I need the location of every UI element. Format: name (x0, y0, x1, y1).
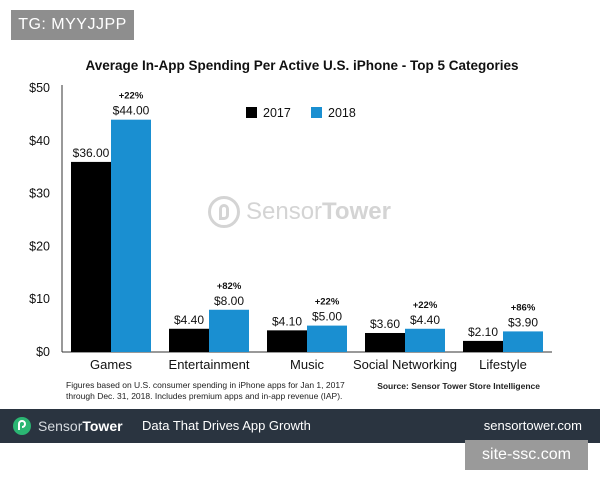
bar-value-label: $8.00 (214, 294, 244, 308)
x-category-label: Games (90, 357, 132, 372)
growth-label: +86% (511, 302, 536, 313)
bar-2018 (209, 309, 249, 352)
legend-swatch-2017 (246, 107, 257, 118)
footer-brand-part1: Sensor (38, 418, 83, 434)
bar-value-label: $44.00 (113, 104, 150, 118)
bar-value-label: $4.40 (410, 313, 440, 327)
bar-2018 (111, 119, 151, 353)
footnote-line: through Dec. 31, 2018. Includes premium … (66, 391, 342, 401)
chart-title: Average In-App Spending Per Active U.S. … (85, 58, 518, 73)
bar-2018 (405, 328, 445, 352)
bar-value-label: $4.10 (272, 314, 302, 328)
y-tick-label: $40 (29, 134, 50, 148)
legend-swatch-2018 (311, 107, 322, 118)
y-tick-label: $30 (29, 187, 50, 201)
y-tick-label: $0 (36, 345, 50, 359)
bar-value-label: $2.10 (468, 325, 498, 339)
source-note: Source: Sensor Tower Store Intelligence (377, 381, 540, 391)
bar-value-label: $5.00 (312, 310, 342, 324)
channel-tag: TG: MYYJJPP (11, 10, 134, 40)
footer-brand: SensorTower (38, 409, 123, 443)
growth-label: +22% (315, 297, 340, 308)
x-category-label: Entertainment (169, 357, 250, 372)
growth-label: +22% (119, 91, 144, 102)
x-category-label: Lifestyle (479, 357, 527, 372)
y-tick-label: $50 (29, 81, 50, 95)
bar-value-label: $3.60 (370, 317, 400, 331)
corner-watermark: site-ssc.com (465, 440, 588, 470)
bar-value-label: $36.00 (73, 146, 110, 160)
footnote-line: Figures based on U.S. consumer spending … (66, 380, 345, 390)
x-category-label: Social Networking (353, 357, 457, 372)
bar-2018 (307, 325, 347, 352)
y-tick-label: $10 (29, 292, 50, 306)
legend-label-2018: 2018 (328, 106, 356, 120)
bar-2017 (169, 328, 209, 352)
y-tick-label: $20 (29, 239, 50, 253)
footer-tagline: Data That Drives App Growth (142, 418, 311, 433)
footer-brand-part2: Tower (82, 418, 123, 434)
growth-label: +22% (413, 300, 438, 311)
growth-label: +82% (217, 281, 242, 292)
bar-2017 (365, 332, 405, 352)
bar-value-label: $3.90 (508, 315, 538, 329)
bar-value-label: $4.40 (174, 313, 204, 327)
footer-url-link[interactable]: sensortower.com (483, 418, 582, 433)
x-category-label: Music (290, 357, 324, 372)
bar-chart: Average In-App Spending Per Active U.S. … (29, 58, 552, 401)
sensortower-logo-icon (13, 417, 31, 435)
bar-2018 (503, 331, 543, 352)
legend-label-2017: 2017 (263, 106, 291, 120)
bar-2017 (267, 330, 307, 352)
footer-bar: SensorTower Data That Drives App Growth … (0, 409, 600, 443)
bar-2017 (463, 340, 503, 352)
bar-2017 (71, 161, 111, 352)
